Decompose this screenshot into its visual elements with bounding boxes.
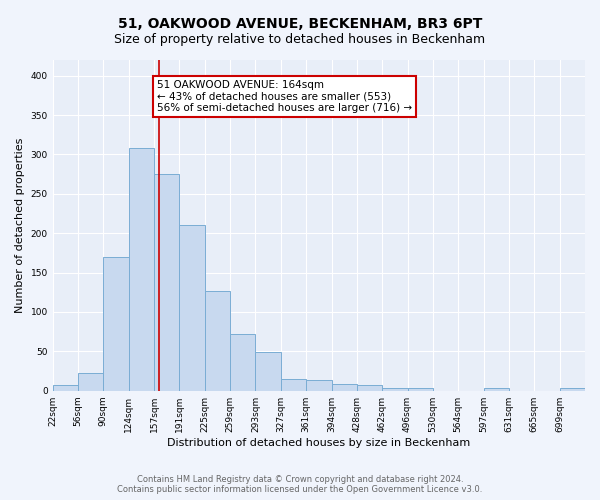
Text: 51 OAKWOOD AVENUE: 164sqm
← 43% of detached houses are smaller (553)
56% of semi: 51 OAKWOOD AVENUE: 164sqm ← 43% of detac…: [157, 80, 412, 113]
Bar: [205, 290, 230, 390]
Bar: [332, 384, 357, 390]
Bar: [484, 388, 509, 390]
Bar: [382, 388, 407, 390]
X-axis label: Distribution of detached houses by size in Beckenham: Distribution of detached houses by size …: [167, 438, 470, 448]
Bar: [230, 334, 256, 390]
Bar: [256, 352, 281, 391]
Bar: [154, 174, 179, 390]
Bar: [560, 388, 585, 390]
Text: 51, OAKWOOD AVENUE, BECKENHAM, BR3 6PT: 51, OAKWOOD AVENUE, BECKENHAM, BR3 6PT: [118, 18, 482, 32]
Bar: [306, 380, 332, 390]
Text: Size of property relative to detached houses in Beckenham: Size of property relative to detached ho…: [115, 32, 485, 46]
Bar: [103, 257, 129, 390]
Bar: [179, 226, 205, 390]
Bar: [78, 372, 103, 390]
Bar: [129, 148, 154, 390]
Bar: [281, 379, 306, 390]
Text: Contains HM Land Registry data © Crown copyright and database right 2024.
Contai: Contains HM Land Registry data © Crown c…: [118, 474, 482, 494]
Y-axis label: Number of detached properties: Number of detached properties: [15, 138, 25, 313]
Bar: [407, 388, 433, 390]
Bar: [53, 385, 78, 390]
Bar: [357, 385, 382, 390]
